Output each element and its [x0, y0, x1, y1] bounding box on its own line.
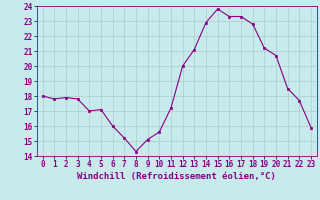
X-axis label: Windchill (Refroidissement éolien,°C): Windchill (Refroidissement éolien,°C): [77, 172, 276, 181]
